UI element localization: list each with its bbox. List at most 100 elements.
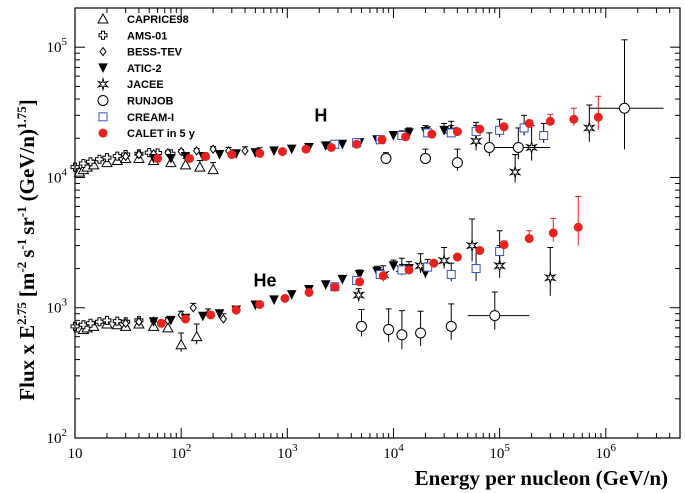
data-point <box>193 146 201 156</box>
legend-marker <box>98 30 108 40</box>
data-point <box>495 247 505 257</box>
x-tick-label: 104 <box>383 442 404 462</box>
data-point <box>162 321 174 333</box>
data-point <box>437 253 451 269</box>
data-point <box>286 144 297 155</box>
data-point <box>102 153 112 163</box>
data-point <box>122 318 130 329</box>
data-point <box>452 127 462 137</box>
y-title-sr: sr <box>15 217 39 235</box>
data-point <box>326 142 336 152</box>
data-point <box>286 290 297 300</box>
y-tick-label: 105 <box>47 36 68 56</box>
data-point <box>189 302 197 313</box>
data-point <box>181 314 191 324</box>
data-point <box>156 318 166 328</box>
data-point <box>207 163 219 175</box>
legend-label: CREAM-I <box>127 112 174 124</box>
data-point <box>269 146 279 157</box>
data-point <box>86 318 96 328</box>
annotation-label: He <box>253 271 276 291</box>
data-point <box>135 316 143 327</box>
y-tick-label: 103 <box>47 297 68 317</box>
legend-label: BESS-TEV <box>127 47 183 59</box>
data-point <box>94 154 104 164</box>
data-point <box>206 310 216 320</box>
x-axis-title: Energy per nucleon (GeV/n) <box>415 466 668 490</box>
data-point <box>377 135 387 145</box>
data-point <box>582 120 596 136</box>
data-point <box>153 153 163 163</box>
data-point <box>179 158 192 170</box>
data-point <box>214 150 225 160</box>
data-point <box>94 317 104 327</box>
data-point <box>280 293 290 303</box>
data-point <box>352 139 362 149</box>
x-tick-label: 102 <box>171 442 192 462</box>
data-point <box>388 261 399 271</box>
legend-marker <box>98 128 108 138</box>
data-point <box>439 125 449 136</box>
data-point <box>166 315 176 326</box>
legend-marker <box>96 76 110 92</box>
legend-marker <box>97 95 109 106</box>
data-point <box>524 118 534 128</box>
data-point <box>378 271 388 281</box>
x-tick-label: 105 <box>489 442 510 462</box>
data-point <box>185 153 195 163</box>
data-layer <box>70 39 664 352</box>
legend-label: JACEE <box>127 79 164 91</box>
data-point <box>543 270 557 286</box>
data-point <box>429 258 439 268</box>
data-point <box>415 327 427 339</box>
y-axis-title: Flux x E2.75[m-2s-1sr-1(GeV/n)1.75] <box>14 99 39 400</box>
data-point <box>499 240 509 250</box>
data-point <box>209 144 217 154</box>
data-point <box>469 133 483 149</box>
legend-marker <box>99 46 107 57</box>
legend-label: CAPRICE98 <box>127 14 189 26</box>
y-title-exp3: -1 <box>14 239 29 250</box>
data-point <box>465 238 479 254</box>
y-title-unit: (GeV/n) <box>15 129 39 201</box>
data-point <box>471 264 481 274</box>
data-point <box>194 161 206 172</box>
data-point <box>524 234 534 244</box>
data-point <box>198 311 208 322</box>
legend-label: RUNJOB <box>127 96 174 108</box>
y-title-close: ] <box>15 99 39 106</box>
data-point <box>241 146 249 156</box>
data-point <box>330 282 340 292</box>
data-point <box>201 151 211 161</box>
x-tick-label: 103 <box>277 442 298 462</box>
data-point <box>190 330 203 342</box>
y-title-mid: [m <box>15 272 39 297</box>
data-point <box>493 258 507 274</box>
legend-entry: RUNJOB <box>97 95 174 108</box>
annotations-layer: H He <box>253 105 327 290</box>
data-point <box>354 269 365 280</box>
legend-entry: BESS-TEV <box>99 46 183 59</box>
legend-entry: JACEE <box>96 76 164 92</box>
legend-entry: CAPRICE98 <box>97 12 189 26</box>
data-point <box>539 131 549 141</box>
data-point <box>383 324 395 336</box>
data-point <box>593 112 603 122</box>
y-title-main: Flux x E <box>15 325 39 401</box>
data-point <box>255 299 265 309</box>
legend-marker <box>98 112 108 122</box>
plot-frame <box>74 7 681 439</box>
data-point <box>404 265 414 275</box>
legend: CAPRICE98 AMS-01 BESS-TEV ATIC-2 JACEE RUNJOB… <box>96 12 196 140</box>
data-point <box>304 287 314 297</box>
data-point <box>214 309 225 319</box>
data-point <box>356 320 368 332</box>
data-point <box>451 157 463 169</box>
data-point <box>135 149 143 160</box>
data-point <box>219 314 228 324</box>
data-point <box>489 310 501 322</box>
data-point <box>380 152 392 164</box>
